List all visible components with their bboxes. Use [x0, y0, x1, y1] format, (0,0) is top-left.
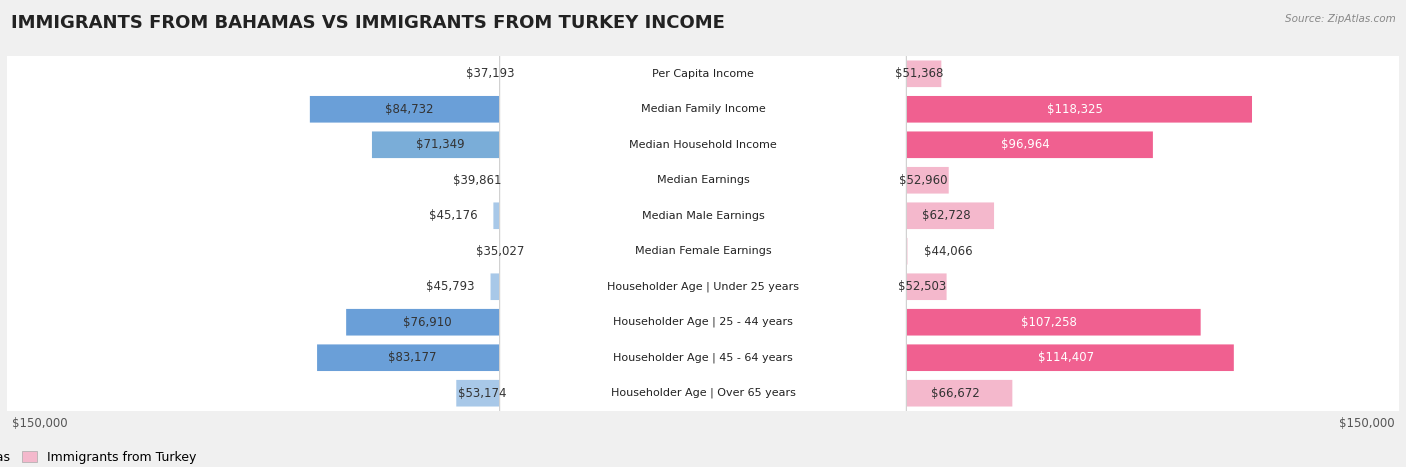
Text: $150,000: $150,000 — [11, 417, 67, 431]
FancyBboxPatch shape — [499, 0, 907, 467]
Text: Median Family Income: Median Family Income — [641, 104, 765, 114]
FancyBboxPatch shape — [4, 0, 1402, 467]
Text: Per Capita Income: Per Capita Income — [652, 69, 754, 79]
FancyBboxPatch shape — [517, 167, 703, 193]
Text: $45,793: $45,793 — [426, 280, 474, 293]
FancyBboxPatch shape — [499, 0, 907, 467]
FancyBboxPatch shape — [4, 0, 1402, 467]
FancyBboxPatch shape — [318, 345, 703, 371]
Text: $84,732: $84,732 — [385, 103, 433, 116]
Text: $35,027: $35,027 — [475, 245, 524, 258]
FancyBboxPatch shape — [499, 0, 907, 467]
Text: Householder Age | 25 - 44 years: Householder Age | 25 - 44 years — [613, 317, 793, 327]
FancyBboxPatch shape — [703, 274, 946, 300]
FancyBboxPatch shape — [703, 61, 942, 87]
Text: Householder Age | Over 65 years: Householder Age | Over 65 years — [610, 388, 796, 398]
FancyBboxPatch shape — [499, 0, 907, 467]
Text: $107,258: $107,258 — [1021, 316, 1077, 329]
Text: $37,193: $37,193 — [465, 67, 515, 80]
Text: $53,174: $53,174 — [458, 387, 506, 400]
FancyBboxPatch shape — [4, 0, 1402, 467]
FancyBboxPatch shape — [499, 0, 907, 467]
FancyBboxPatch shape — [703, 96, 1251, 123]
Text: $52,503: $52,503 — [898, 280, 946, 293]
FancyBboxPatch shape — [4, 0, 1402, 467]
Legend: Immigrants from Bahamas, Immigrants from Turkey: Immigrants from Bahamas, Immigrants from… — [0, 446, 201, 467]
FancyBboxPatch shape — [4, 0, 1402, 467]
Text: $114,407: $114,407 — [1038, 351, 1094, 364]
Text: Median Female Earnings: Median Female Earnings — [634, 246, 772, 256]
FancyBboxPatch shape — [499, 0, 907, 467]
FancyBboxPatch shape — [703, 132, 1153, 158]
Text: $76,910: $76,910 — [404, 316, 451, 329]
Text: $52,960: $52,960 — [898, 174, 948, 187]
FancyBboxPatch shape — [494, 203, 703, 229]
FancyBboxPatch shape — [4, 0, 1402, 467]
FancyBboxPatch shape — [703, 309, 1201, 335]
Text: $51,368: $51,368 — [896, 67, 943, 80]
Text: Median Earnings: Median Earnings — [657, 175, 749, 185]
FancyBboxPatch shape — [499, 0, 907, 467]
Text: $66,672: $66,672 — [931, 387, 980, 400]
Text: $71,349: $71,349 — [416, 138, 464, 151]
FancyBboxPatch shape — [4, 0, 1402, 467]
FancyBboxPatch shape — [499, 0, 907, 467]
Text: Median Household Income: Median Household Income — [628, 140, 778, 150]
FancyBboxPatch shape — [373, 132, 703, 158]
FancyBboxPatch shape — [309, 96, 703, 123]
FancyBboxPatch shape — [4, 0, 1402, 467]
FancyBboxPatch shape — [499, 0, 907, 467]
Text: IMMIGRANTS FROM BAHAMAS VS IMMIGRANTS FROM TURKEY INCOME: IMMIGRANTS FROM BAHAMAS VS IMMIGRANTS FR… — [11, 14, 725, 32]
Text: $96,964: $96,964 — [1001, 138, 1050, 151]
FancyBboxPatch shape — [703, 380, 1012, 406]
FancyBboxPatch shape — [491, 274, 703, 300]
Text: Median Male Earnings: Median Male Earnings — [641, 211, 765, 221]
Text: $150,000: $150,000 — [1339, 417, 1395, 431]
Text: $62,728: $62,728 — [922, 209, 970, 222]
Text: $44,066: $44,066 — [924, 245, 973, 258]
Text: $83,177: $83,177 — [388, 351, 437, 364]
FancyBboxPatch shape — [4, 0, 1402, 467]
FancyBboxPatch shape — [530, 61, 703, 87]
FancyBboxPatch shape — [703, 203, 994, 229]
Text: $39,861: $39,861 — [453, 174, 502, 187]
FancyBboxPatch shape — [457, 380, 703, 406]
Text: $45,176: $45,176 — [429, 209, 477, 222]
FancyBboxPatch shape — [540, 238, 703, 264]
Text: Householder Age | Under 25 years: Householder Age | Under 25 years — [607, 282, 799, 292]
Text: $118,325: $118,325 — [1047, 103, 1102, 116]
FancyBboxPatch shape — [499, 0, 907, 467]
Text: Source: ZipAtlas.com: Source: ZipAtlas.com — [1285, 14, 1396, 24]
FancyBboxPatch shape — [4, 0, 1402, 467]
FancyBboxPatch shape — [703, 167, 949, 193]
FancyBboxPatch shape — [703, 345, 1234, 371]
FancyBboxPatch shape — [703, 238, 907, 264]
Text: Householder Age | 45 - 64 years: Householder Age | 45 - 64 years — [613, 353, 793, 363]
FancyBboxPatch shape — [346, 309, 703, 335]
